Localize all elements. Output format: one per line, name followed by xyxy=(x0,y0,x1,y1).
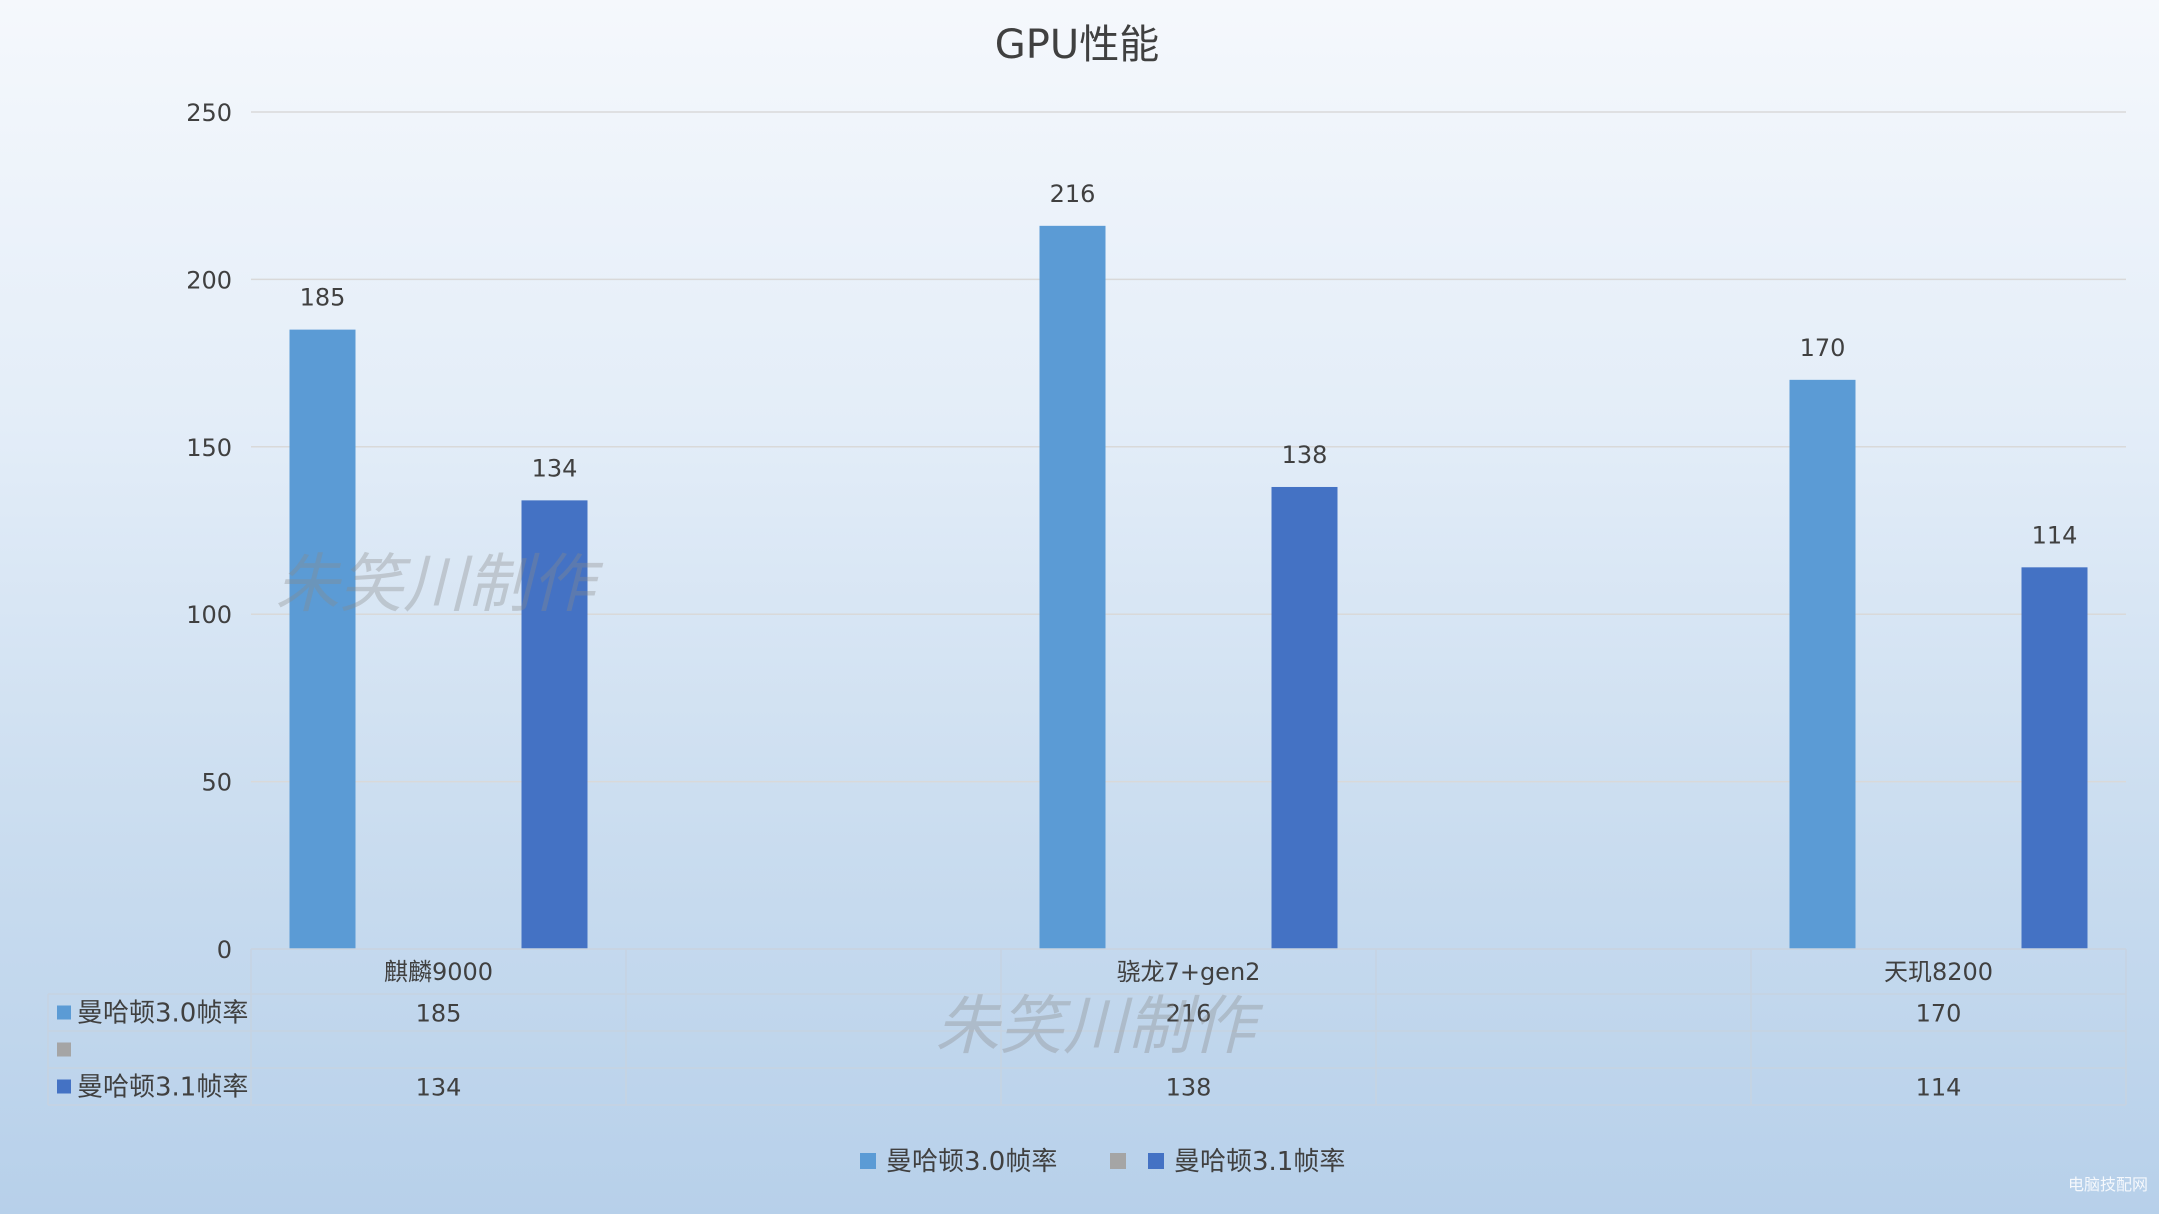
table-cell: 134 xyxy=(416,1074,462,1102)
y-tick-label: 50 xyxy=(201,769,232,797)
category-label: 天玑8200 xyxy=(1884,958,1993,986)
watermark-plot: 朱笑川制作 xyxy=(275,548,604,622)
data-table: 麒麟9000 骁龙7+gen2 天玑8200 曼哈顿3.0帧率 185 216 170 曼哈顿… xyxy=(47,948,2127,1106)
bar xyxy=(521,500,588,949)
bar xyxy=(1789,379,1856,950)
bar xyxy=(1039,225,1106,949)
table-cell: 185 xyxy=(416,1000,462,1028)
table-legend-key xyxy=(57,1079,71,1094)
bar xyxy=(2021,567,2088,949)
data-label: 216 xyxy=(1050,180,1096,208)
data-label: 134 xyxy=(532,454,578,482)
data-labels: 185 216 170 134 138 114 xyxy=(300,180,2078,549)
table-cell: 114 xyxy=(1916,1074,1962,1102)
bar xyxy=(289,329,356,949)
data-label: 170 xyxy=(1800,334,1846,362)
corner-watermark: 电脑技配网 xyxy=(2068,1175,2148,1194)
data-label: 185 xyxy=(300,284,346,312)
y-tick-label: 250 xyxy=(186,99,232,127)
table-legend-key xyxy=(57,1042,71,1057)
table-cell: 138 xyxy=(1166,1074,1212,1102)
table-cell: 170 xyxy=(1916,1000,1962,1028)
data-label: 138 xyxy=(1282,441,1328,469)
legend-entry: 曼哈顿3.0帧率 xyxy=(886,1147,1057,1177)
legend-key xyxy=(860,1153,876,1169)
data-label: 114 xyxy=(2032,521,2078,549)
legend-entry: 曼哈顿3.1帧率 xyxy=(1174,1147,1345,1177)
category-label: 麒麟9000 xyxy=(384,958,493,986)
y-tick-label: 100 xyxy=(186,601,232,629)
table-series-name: 曼哈顿3.0帧率 xyxy=(77,999,248,1029)
table-series-name: 曼哈顿3.1帧率 xyxy=(77,1073,248,1103)
table-cell: 216 xyxy=(1166,1000,1212,1028)
y-tick-label: 0 xyxy=(217,936,232,964)
category-label: 骁龙7+gen2 xyxy=(1117,958,1261,986)
table-legend-key xyxy=(57,1005,71,1020)
y-tick-label: 200 xyxy=(186,266,232,294)
bars xyxy=(289,225,2088,950)
chart-title: GPU性能 xyxy=(995,22,1159,68)
y-axis-tick-labels: 0 50 100 150 200 250 xyxy=(186,99,232,964)
legend: 曼哈顿3.0帧率 曼哈顿3.1帧率 xyxy=(860,1147,1345,1177)
legend-key xyxy=(1148,1153,1164,1169)
y-tick-label: 150 xyxy=(186,434,232,462)
bar xyxy=(1271,486,1338,949)
legend-key xyxy=(1110,1153,1126,1169)
watermark-table: 朱笑川制作 xyxy=(935,990,1264,1064)
